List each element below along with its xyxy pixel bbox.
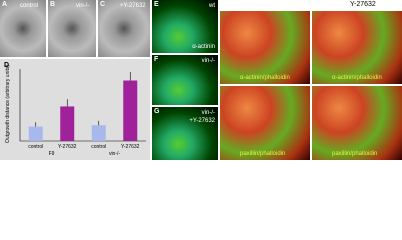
x-tick-label: Y-27632 bbox=[121, 144, 140, 150]
panel-letter: B bbox=[50, 1, 56, 8]
stain-label: α-actinin/phalloidin bbox=[332, 75, 382, 81]
bar bbox=[91, 125, 106, 141]
stain-label: paxillin/phalloidin bbox=[240, 151, 286, 157]
panel-label: vin-/- bbox=[76, 3, 90, 9]
x-tick-label: control bbox=[28, 144, 43, 150]
panel-label: vin-/- bbox=[201, 110, 215, 116]
treatment-label: +Y-27632 bbox=[189, 118, 215, 124]
panel-letter: G bbox=[154, 108, 160, 115]
panel-letter: A bbox=[2, 1, 8, 8]
panel-j: paxillin/phalloidin bbox=[220, 86, 310, 160]
panel-letter: D bbox=[4, 62, 9, 69]
panel-h: α-actinin/phalloidin bbox=[220, 11, 310, 84]
panel-label: +Y-27632 bbox=[120, 3, 146, 9]
panel-label: wt bbox=[209, 3, 215, 9]
panel-letter: E bbox=[154, 1, 159, 8]
group-label: F9 bbox=[49, 151, 55, 157]
panel-k: paxillin/phalloidin bbox=[312, 86, 402, 160]
panel-i: α-actinin/phalloidin bbox=[312, 11, 402, 84]
stain-label: paxillin/phalloidin bbox=[332, 151, 378, 157]
right-title: Y-27632 bbox=[350, 1, 376, 8]
bar bbox=[28, 126, 43, 141]
bar bbox=[60, 106, 75, 141]
panel-letter: F bbox=[154, 56, 159, 63]
chart: D Outgrowth distance (arbitrary units) c… bbox=[0, 59, 150, 160]
panel-label: vin-/- bbox=[201, 58, 215, 64]
x-tick-label: Y-27632 bbox=[58, 144, 77, 150]
x-tick-label: control bbox=[91, 144, 106, 150]
panel-c: C +Y-27632 bbox=[98, 0, 150, 57]
panel-label: control bbox=[20, 3, 39, 9]
stain-label: α-actinin/phalloidin bbox=[240, 75, 290, 81]
panel-letter: C bbox=[100, 1, 106, 8]
y-axis-label: Outgrowth distance (arbitrary units) bbox=[5, 65, 11, 143]
group-label: vin-/- bbox=[109, 151, 120, 157]
stain-label: α-actinin bbox=[192, 44, 215, 50]
bar bbox=[123, 80, 138, 141]
